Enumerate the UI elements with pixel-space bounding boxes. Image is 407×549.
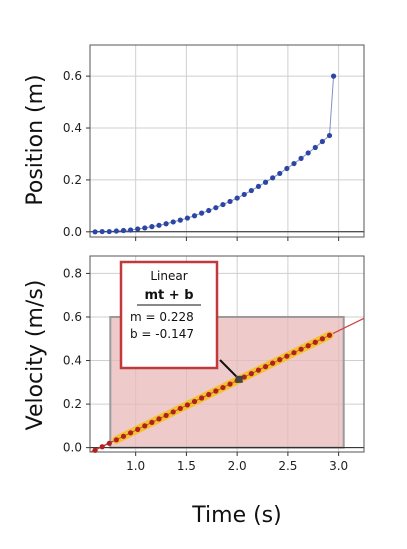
data-point: [255, 183, 262, 190]
data-point: [298, 155, 304, 161]
data-point: [305, 150, 311, 156]
data-point: [319, 336, 325, 342]
data-point: [135, 226, 141, 232]
fit-box: [119, 260, 219, 370]
data-point: [277, 357, 283, 363]
data-point: [113, 228, 119, 234]
fit-callout-marker: [235, 375, 243, 383]
data-point: [220, 384, 226, 391]
data-point: [241, 191, 247, 198]
data-point: [234, 195, 240, 201]
data-point: [319, 138, 325, 145]
data-point: [191, 398, 198, 405]
data-point: [227, 381, 233, 387]
fit-title: Linear: [150, 269, 187, 283]
data-point: [312, 339, 318, 345]
data-point: [142, 225, 148, 231]
data-point: [284, 165, 290, 172]
data-point: [135, 426, 141, 432]
data-point: [213, 388, 219, 394]
plot-frame: [89, 255, 365, 453]
data-point: [326, 332, 333, 338]
data-point: [127, 227, 134, 233]
data-point: [255, 367, 262, 373]
data-point: [163, 221, 169, 227]
plot-frame: [89, 44, 365, 238]
x-tick-label: 1.5: [177, 459, 196, 473]
data-point: [149, 224, 155, 230]
data-point: [241, 374, 247, 380]
time-axis-label: Time (s): [191, 503, 281, 528]
data-point: [326, 132, 333, 139]
data-point: [92, 229, 98, 235]
y-tick-label: 0.8: [63, 266, 82, 280]
data-point: [177, 405, 183, 412]
data-point: [199, 395, 205, 401]
y-tick-label: 0.6: [63, 69, 82, 83]
data-point: [191, 213, 198, 219]
x-tick-label: 3.0: [329, 459, 348, 473]
data-point: [262, 179, 269, 185]
data-point: [120, 433, 127, 439]
fit-b-value: b = -0.147: [130, 327, 194, 341]
y-tick-label: 0.4: [63, 354, 82, 368]
data-point: [206, 207, 212, 214]
data-point: [120, 227, 127, 234]
data-point: [330, 73, 337, 79]
data-point: [99, 444, 105, 450]
y-tick-label: 0.4: [63, 121, 82, 135]
fit-equation: mt + b: [144, 288, 193, 303]
data-point: [106, 228, 112, 235]
data-point: [184, 215, 191, 221]
data-point: [142, 423, 148, 429]
y-tick-label: 0.0: [63, 225, 82, 239]
x-tick-label: 2.0: [228, 459, 247, 473]
data-point: [227, 198, 233, 205]
data-point: [270, 360, 276, 366]
velocity-panel: 0.0 0.2 0.4 0.6 0.8 1.0 1.5 2.0 2.5 3.0 Linear mt +…: [63, 255, 365, 473]
data-point: [213, 205, 219, 211]
y-tick-label: 0.6: [63, 310, 82, 324]
data-point: [284, 353, 290, 359]
position-panel: 0.0 0.2 0.4 0.6: [63, 44, 365, 241]
data-point: [177, 217, 183, 223]
data-point: [248, 371, 254, 377]
data-point: [199, 210, 205, 216]
position-axis-label: Position (m): [23, 74, 48, 205]
data-point: [156, 222, 162, 228]
data-point: [106, 440, 112, 446]
data-point: [127, 430, 134, 436]
data-point: [170, 409, 176, 415]
data-point: [270, 175, 276, 181]
data-point: [206, 391, 212, 398]
data-point: [298, 346, 304, 352]
y-tick-label: 0.2: [63, 173, 82, 187]
fit-m-value: m = 0.228: [130, 310, 194, 324]
x-tick-label: 2.5: [278, 459, 297, 473]
data-point: [291, 160, 297, 167]
data-point: [149, 419, 155, 425]
data-point: [99, 228, 105, 235]
data-point: [156, 416, 162, 422]
series-line: [94, 334, 330, 451]
x-tick-label: 1.0: [126, 459, 145, 473]
data-point: [170, 219, 176, 225]
data-point: [113, 437, 119, 443]
y-tick-label: 0.2: [63, 397, 82, 411]
velocity-axis-label: Velocity (m/s): [23, 280, 48, 431]
data-point: [262, 364, 269, 370]
data-point: [92, 447, 98, 453]
y-tick-label: 0.0: [63, 441, 82, 455]
data-point: [248, 187, 254, 194]
data-point: [163, 412, 169, 419]
data-point: [291, 350, 297, 356]
data-point: [220, 201, 226, 208]
data-point: [184, 402, 191, 408]
data-point: [312, 144, 318, 151]
data-point: [305, 343, 311, 349]
data-point: [277, 170, 283, 177]
